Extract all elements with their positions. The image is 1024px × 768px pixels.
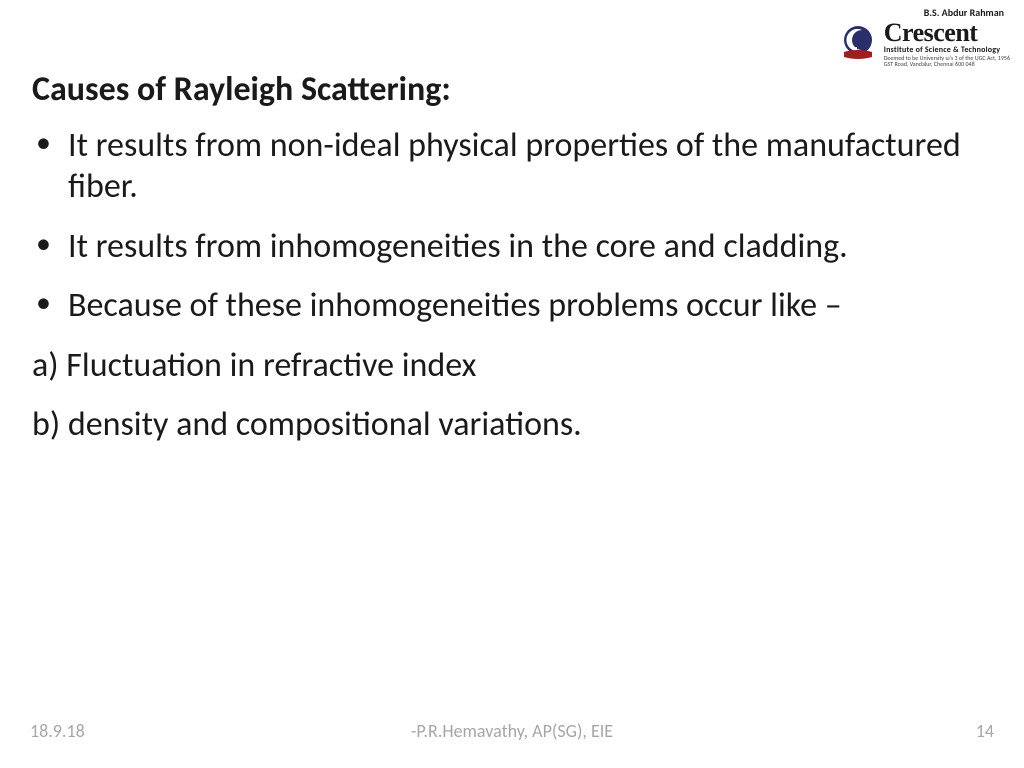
slide: B.S. Abdur Rahman Crescent Institute of … bbox=[0, 0, 1024, 768]
logo-main-text: Crescent bbox=[884, 21, 978, 44]
institution-logo: B.S. Abdur Rahman Crescent Institute of … bbox=[838, 6, 1010, 67]
bullet-item: Because of these inhomogeneities problem… bbox=[68, 285, 992, 326]
footer-page-number: 14 bbox=[976, 720, 994, 742]
logo-sub-text: Institute of Science & Technology bbox=[884, 46, 1001, 54]
bullet-item: It results from inhomogeneities in the c… bbox=[68, 226, 992, 267]
slide-content: Causes of Rayleigh Scattering: It result… bbox=[32, 54, 992, 446]
logo-row: Crescent Institute of Science & Technolo… bbox=[838, 21, 1010, 67]
sub-item-a: a) Fluctuation in refractive index bbox=[32, 345, 992, 386]
bullet-item: It results from non-ideal physical prope… bbox=[68, 125, 992, 208]
logo-tagline-2: GST Road, Vandalur, Chennai 600 048 bbox=[884, 61, 975, 67]
crescent-badge-icon bbox=[838, 24, 878, 64]
logo-text-block: Crescent Institute of Science & Technolo… bbox=[884, 21, 1010, 67]
sub-item-b: b) density and compositional variations. bbox=[32, 404, 992, 445]
slide-title: Causes of Rayleigh Scattering: bbox=[32, 70, 992, 111]
footer-date: 18.9.18 bbox=[30, 720, 85, 742]
slide-footer: 18.9.18 -P.R.Hemavathy, AP(SG), EIE 14 bbox=[0, 720, 1024, 742]
bullet-list: It results from non-ideal physical prope… bbox=[32, 125, 992, 327]
footer-author: -P.R.Hemavathy, AP(SG), EIE bbox=[411, 720, 613, 742]
